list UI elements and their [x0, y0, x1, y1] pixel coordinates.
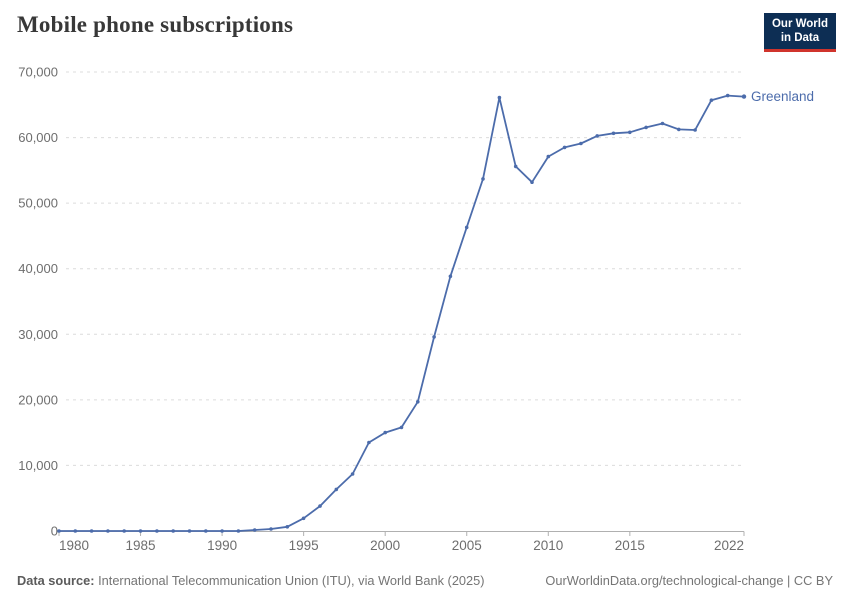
y-axis-tick-label: 40,000 — [18, 261, 58, 276]
data-point — [725, 93, 730, 98]
y-axis-tick-label: 30,000 — [18, 327, 58, 342]
data-point — [693, 128, 697, 132]
page-title: Mobile phone subscriptions — [17, 12, 294, 37]
data-point — [562, 145, 567, 150]
data-point — [187, 529, 192, 533]
x-axis-tick-label: 1985 — [126, 538, 156, 553]
data-point — [155, 529, 159, 533]
data-point — [204, 529, 208, 533]
data-source-label: Data source: — [17, 573, 95, 588]
data-point — [464, 225, 469, 230]
data-point-last — [741, 94, 747, 99]
data-point — [57, 529, 61, 533]
owid-logo-line2: in Data — [780, 31, 820, 44]
data-point — [252, 528, 257, 532]
data-point — [138, 529, 143, 533]
data-point — [660, 121, 665, 126]
data-point — [481, 177, 485, 181]
data-point — [171, 529, 175, 533]
data-point — [89, 529, 94, 533]
y-axis-tick-label: 20,000 — [18, 392, 58, 407]
data-point — [106, 529, 110, 533]
x-axis-tick-label: 2000 — [370, 538, 400, 553]
data-point — [595, 134, 599, 138]
x-axis-tick-label: 2005 — [452, 538, 482, 553]
data-point — [220, 529, 224, 533]
data-point — [709, 98, 714, 102]
data-point — [269, 527, 273, 531]
x-axis-tick-label: 2022 — [714, 538, 744, 553]
data-point — [318, 504, 322, 508]
y-axis-tick-label: 60,000 — [18, 130, 58, 145]
data-point — [530, 180, 534, 184]
data-point — [301, 516, 306, 521]
data-point — [677, 127, 681, 132]
x-axis-tick-label: 1990 — [207, 538, 237, 553]
owid-logo-line1: Our World — [771, 18, 828, 30]
x-axis-tick-label: 2010 — [533, 538, 563, 553]
data-point — [122, 529, 126, 533]
chart-footer: Data source: International Telecommunica… — [17, 573, 833, 588]
data-source-text: International Telecommunication Union (I… — [94, 573, 485, 588]
data-point — [73, 529, 78, 533]
y-axis-tick-label: 10,000 — [18, 458, 58, 473]
y-axis-tick-label: 70,000 — [18, 65, 58, 80]
data-point — [367, 440, 371, 445]
y-axis-tick-label: 50,000 — [18, 196, 58, 211]
data-point — [448, 274, 453, 279]
data-point — [546, 154, 551, 159]
data-source: Data source: International Telecommunica… — [17, 573, 485, 588]
data-point — [497, 95, 502, 100]
data-point — [611, 131, 616, 136]
data-point — [350, 472, 355, 476]
data-point — [416, 400, 420, 404]
x-axis-tick-label: 2015 — [615, 538, 645, 553]
y-axis-tick-label: 0 — [51, 524, 58, 539]
x-axis-tick-label: 1980 — [59, 538, 89, 553]
data-point — [432, 335, 436, 339]
data-point — [513, 164, 518, 169]
data-point — [399, 425, 404, 430]
data-point — [644, 125, 648, 130]
series-entity-label[interactable]: Greenland — [751, 89, 814, 104]
x-axis-tick-label: 1995 — [289, 538, 319, 553]
data-point — [383, 430, 388, 435]
data-point — [285, 525, 290, 529]
owid-logo[interactable]: Our World in Data — [763, 13, 836, 53]
credit-link[interactable]: OurWorldinData.org/technological-change … — [545, 573, 833, 588]
data-point — [334, 487, 339, 492]
data-point — [579, 141, 583, 146]
data-point — [236, 529, 241, 533]
data-point — [628, 130, 632, 135]
